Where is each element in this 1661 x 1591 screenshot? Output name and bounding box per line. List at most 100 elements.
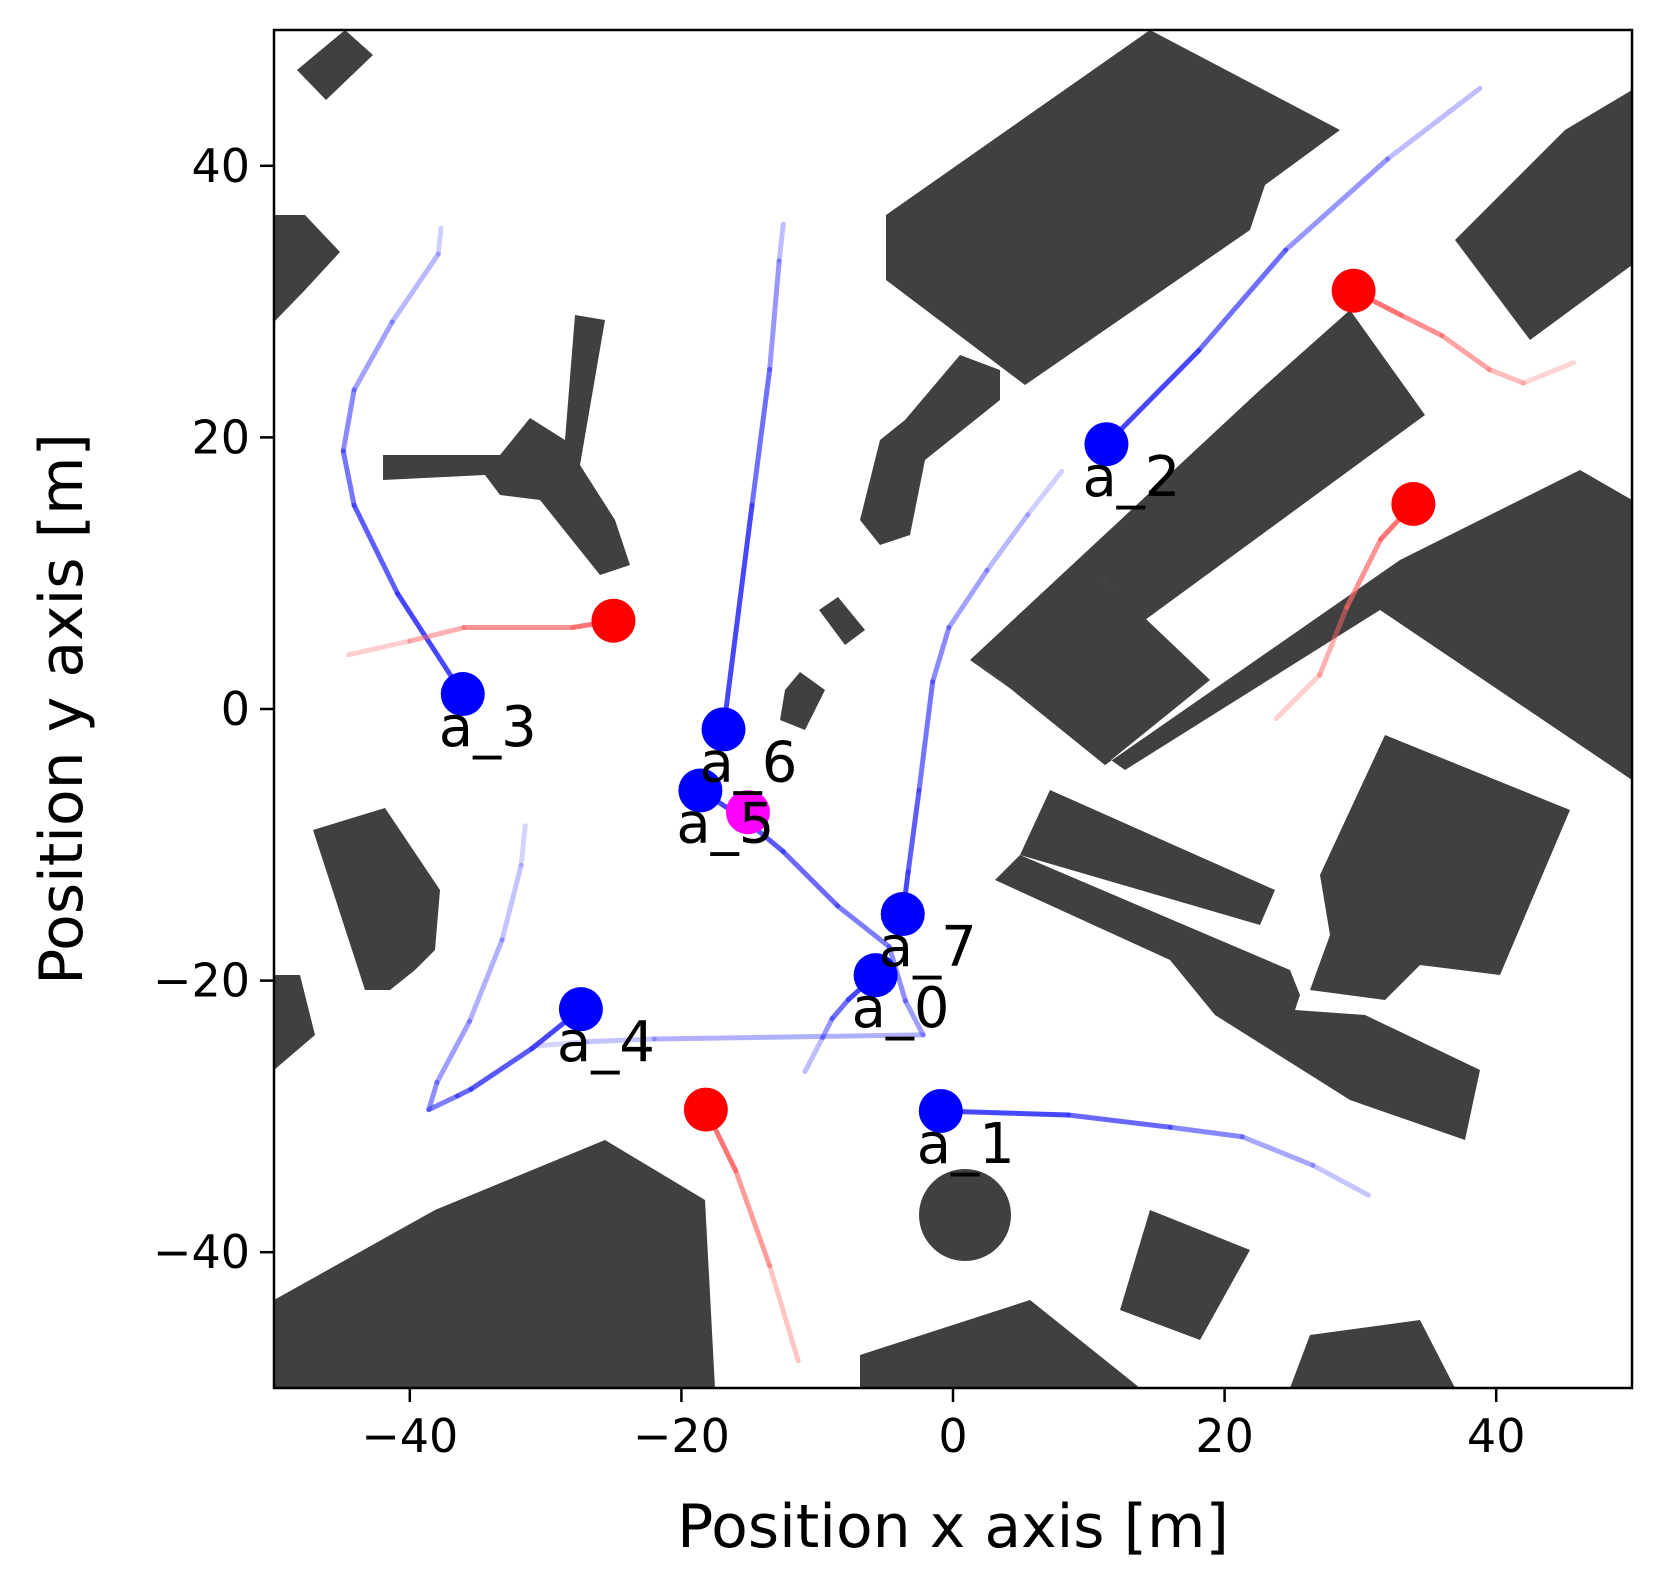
building-block [1120, 1210, 1250, 1340]
building-block [274, 215, 340, 322]
agent-path-a0-segment [820, 1016, 835, 1041]
obstacle-path-1-segment [767, 1263, 801, 1364]
building-block [1020, 790, 1275, 925]
agent-path-a1-segment [1167, 1124, 1245, 1140]
obstacle-path-3-segment [1273, 672, 1323, 722]
obstacle-marker [591, 598, 636, 643]
agent-path-a7-segment [946, 567, 990, 631]
agent-path-a4-segment [454, 1086, 474, 1099]
agent-path-a2-segment [1196, 247, 1289, 353]
agent-marker-a4 [558, 987, 603, 1032]
axis-ticks: −40 −20 0 20 40 −40 −20 0 20 40 [153, 139, 1526, 1463]
building-block [383, 315, 630, 575]
obstacle-path-0 [346, 618, 616, 658]
agent-label-a0: a_0 [852, 976, 950, 1041]
agent-label-a4: a_4 [557, 1010, 655, 1075]
agent-path-a6-segment [767, 258, 782, 372]
agent-path-a6-segment [749, 367, 773, 508]
agent-labels: a_0 a_1 a_2 a_3 a_4 a_5a_6 a_7 [439, 445, 1181, 1177]
agent-path-a4-segment [518, 823, 528, 868]
building-block [995, 855, 1480, 1140]
agent-path-a6 [720, 221, 786, 732]
x-axis-title: Position x axis [m] [677, 1492, 1229, 1562]
building-block [819, 597, 865, 645]
agent-path-a4-segment [426, 1093, 460, 1113]
building-block [274, 975, 315, 1070]
agent-marker-a1 [918, 1088, 963, 1133]
building-block [919, 1169, 1011, 1261]
agent-path-a1-segment [1239, 1134, 1316, 1168]
agent-path-a4-segment [434, 1018, 473, 1085]
agent-path-a3-segment [435, 225, 444, 257]
y-tick-label: 0 [221, 682, 250, 736]
agent-path-a7-segment [905, 787, 922, 875]
obstacle-path-2-segment [1486, 367, 1526, 386]
building-occupancy-map [274, 30, 1632, 1388]
obstacle-path-2-segment [1398, 312, 1445, 339]
x-tick-label: 0 [938, 1409, 967, 1463]
obstacle-path-3-segment [1344, 536, 1384, 610]
agent-path-a3-segment [340, 387, 357, 454]
agent-path-a3-segment [351, 319, 395, 393]
obstacle-path-1-segment [733, 1168, 773, 1269]
agent-path-a7-segment [916, 679, 936, 793]
agent-path-a7-segment [1025, 468, 1065, 518]
obstacle-path-2-segment [1520, 360, 1577, 386]
agent-path-a7-segment [930, 625, 952, 685]
agent-path-a4-segment [426, 1079, 440, 1113]
y-tick-label: −40 [153, 1225, 250, 1279]
agent-path-a4-segment [467, 937, 505, 1024]
building-block [1310, 735, 1570, 1000]
agent-marker-a6 [701, 707, 746, 752]
x-tick-label: −20 [633, 1409, 730, 1463]
obstacle-path-0-segment [346, 638, 413, 658]
agent-label-a7: a_7 [879, 915, 977, 980]
agent-marker-a5 [678, 768, 723, 813]
agent-marker-a2 [1084, 422, 1129, 467]
obstacle-path-3 [1273, 501, 1416, 722]
obstacle-marker [683, 1087, 728, 1132]
agent-path-a0-segment [802, 1035, 826, 1075]
target-marker [725, 790, 770, 835]
agent-path-a5-segment [902, 998, 926, 1038]
obstacle-path-2-segment [1439, 333, 1492, 372]
building-block [970, 310, 1632, 780]
agent-path-a7 [900, 468, 1065, 917]
agent-path-a5-segment [651, 1032, 926, 1042]
agent-path-a1-segment [1065, 1112, 1173, 1130]
agent-marker-a0 [853, 953, 898, 998]
agent-label-a5: a_5 [676, 791, 774, 856]
agent-path-a7-segment [984, 512, 1031, 573]
agent-label-a2: a_2 [1082, 445, 1180, 510]
building-block [860, 1300, 1140, 1388]
agent-path-a3-segment [351, 502, 401, 597]
y-tick-label: 40 [191, 139, 250, 193]
obstacle-marker [1331, 268, 1376, 313]
agent-label-a3: a_3 [439, 695, 537, 760]
y-tick-label: 20 [191, 410, 250, 464]
building-block [780, 672, 825, 730]
obstacle-path-0-segment [407, 625, 467, 644]
agent-marker-a7 [880, 892, 925, 937]
y-axis-title: Position y axis [m] [27, 433, 97, 985]
y-tick-label: −20 [153, 954, 250, 1008]
agent-marker-a3 [440, 672, 485, 717]
building-block [1455, 90, 1632, 340]
building-block [274, 1140, 715, 1388]
agent-path-a4-segment [499, 862, 524, 943]
x-tick-label: −40 [361, 1409, 458, 1463]
building-block [1290, 1320, 1455, 1388]
obstacle-marker [1391, 481, 1436, 526]
agent-path-a1-segment [1310, 1162, 1372, 1198]
agent-path-a2-segment [1283, 156, 1391, 253]
building-block [860, 355, 1000, 545]
agent-path-a0-segment [829, 997, 851, 1022]
agent-path-a3-segment [389, 251, 441, 325]
agent-path-a5-segment [536, 1039, 589, 1049]
building-block [313, 808, 440, 990]
agent-label-a1: a_1 [917, 1112, 1015, 1177]
trajectory-markers [440, 268, 1436, 1133]
agent-path-a3-segment [340, 448, 357, 508]
agent-path-a4-segment [468, 1046, 535, 1092]
